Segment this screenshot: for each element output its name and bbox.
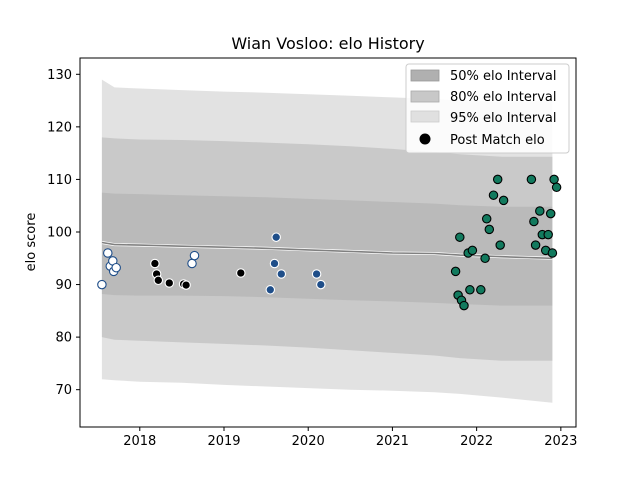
post-match-point-green (549, 174, 559, 185)
post-match-point-white (111, 262, 121, 273)
legend-label-50: 50% elo Interval (450, 69, 557, 84)
post-match-point-green (543, 229, 553, 240)
post-match-point-blue (265, 285, 276, 295)
post-match-point-green (535, 206, 545, 216)
y-tick-label: 100 (47, 225, 72, 240)
y-tick-label: 90 (55, 278, 72, 293)
band-95 (101, 79, 553, 403)
legend-swatch-95 (410, 110, 440, 123)
post-match-point-blue (316, 279, 326, 290)
x-tick-label: 2019 (207, 434, 240, 449)
post-match-point-white (189, 250, 200, 261)
post-match-point-white (97, 279, 107, 290)
legend-label-95: 95% elo Interval (450, 111, 557, 126)
legend-marker-post-match (419, 133, 431, 145)
y-tick-label: 120 (47, 120, 72, 135)
post-match-point-green (455, 232, 465, 242)
y-tick-label: 80 (55, 331, 72, 346)
post-match-point-black (236, 268, 246, 278)
post-match-point-green (545, 208, 556, 219)
post-match-point-black (150, 258, 160, 269)
post-match-point-green (465, 285, 475, 295)
mean-line (101, 241, 553, 260)
post-match-point-blue (271, 232, 281, 242)
legend: 50% elo Interval 80% elo Interval 95% el… (405, 63, 570, 154)
x-tick-label: 2022 (460, 434, 493, 449)
post-match-point-blue (276, 269, 287, 279)
y-tick-label: 130 (47, 68, 72, 83)
post-match-point-green (551, 182, 562, 193)
post-match-point-blue (269, 258, 280, 269)
post-match-point-green (492, 174, 503, 185)
post-match-point-white (103, 248, 113, 258)
interval-bands (101, 79, 553, 403)
plot-frame (79, 57, 577, 428)
chart-title: Wian Vosloo: elo History (231, 34, 424, 53)
x-tick-label: 2023 (544, 434, 577, 449)
y-tick-label: 70 (55, 383, 72, 398)
post-match-point-green (530, 240, 541, 250)
post-match-point-black (153, 275, 164, 286)
post-match-point-white (187, 258, 197, 269)
mean-elo-line (101, 241, 553, 260)
y-axis-ticks: 70 80 90 100 110 120 130 (47, 68, 80, 398)
y-tick-label: 110 (47, 173, 72, 188)
post-match-point-green (480, 253, 490, 264)
legend-box (405, 63, 570, 154)
post-match-point-green (495, 240, 505, 250)
post-match-point-green (526, 174, 537, 185)
post-match-point-green (467, 245, 478, 256)
post-match-point-green (484, 224, 495, 235)
post-match-point-green (529, 216, 539, 227)
legend-swatch-80 (410, 90, 440, 103)
legend-swatch-50 (410, 69, 440, 82)
post-match-point-green (488, 190, 499, 200)
legend-label-post-match: Post Match elo (450, 133, 545, 148)
post-match-point-black (181, 280, 191, 290)
post-match-point-blue (311, 269, 322, 279)
post-match-points (97, 174, 562, 311)
post-match-point-green (450, 266, 461, 277)
post-match-point-green (476, 285, 486, 295)
legend-label-80: 80% elo Interval (450, 90, 557, 105)
post-match-point-green (498, 195, 509, 206)
post-match-point-green (481, 214, 492, 224)
y-axis-label: elo score (24, 213, 39, 272)
post-match-point-green (547, 248, 558, 258)
post-match-point-black (164, 278, 175, 288)
x-tick-label: 2020 (292, 434, 325, 449)
x-tick-label: 2021 (376, 434, 409, 449)
x-axis-ticks: 2018 2019 2020 2021 2022 2023 (123, 427, 577, 449)
post-match-point-green (459, 300, 469, 311)
x-tick-label: 2018 (123, 434, 156, 449)
